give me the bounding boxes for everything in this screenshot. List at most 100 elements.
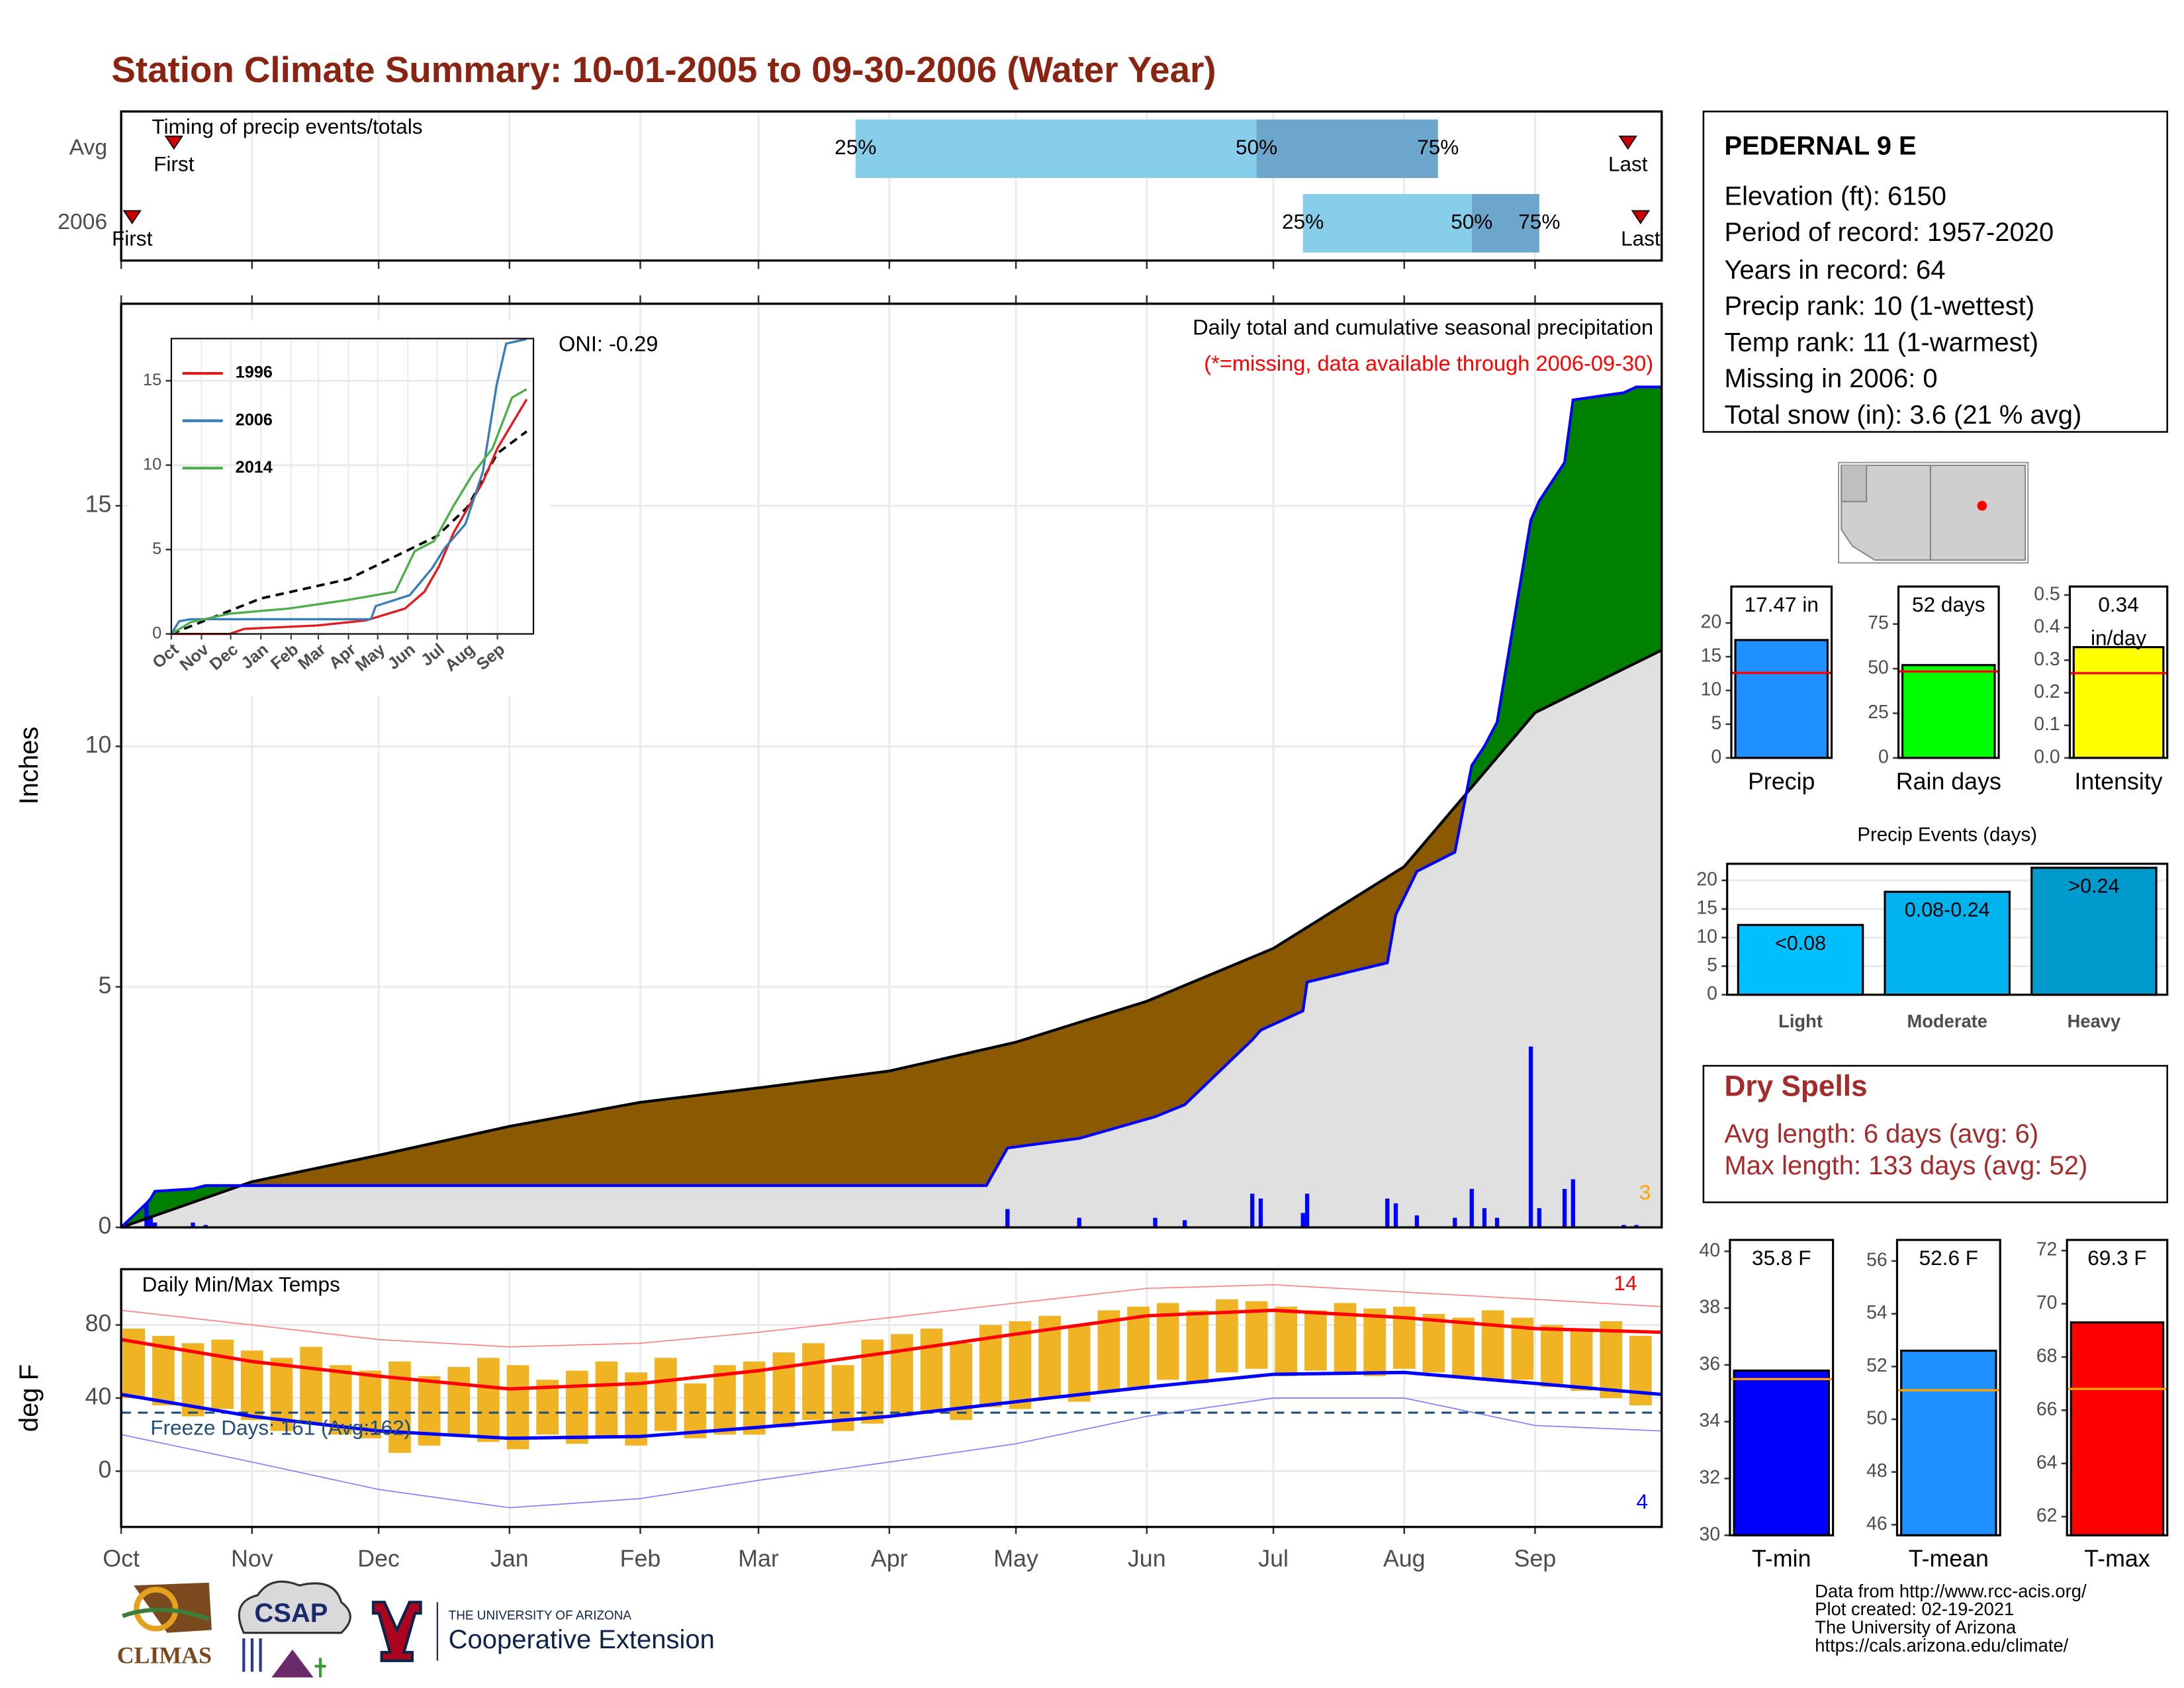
- y-tick-label: 15: [1696, 898, 1717, 919]
- value-label: 0.34 in/day: [2090, 593, 2147, 651]
- y-tick-label: 20: [1701, 612, 1722, 633]
- record-min-line: [120, 1397, 1662, 1509]
- temp-range-bar: [447, 1367, 471, 1435]
- temp-range-bar: [1600, 1321, 1623, 1398]
- x-tick-label: T-min: [1752, 1546, 1811, 1572]
- temp-range-bar: [654, 1358, 677, 1431]
- temp-range-bar: [1186, 1310, 1209, 1383]
- temp-range-bar: [920, 1329, 943, 1413]
- extension-text: Cooperative Extension: [449, 1625, 715, 1654]
- daily-bar: [1393, 1203, 1398, 1228]
- x-tick-label: Moderate: [1907, 1011, 1987, 1031]
- timing-marker: [164, 135, 184, 150]
- daily-bar: [1385, 1198, 1390, 1228]
- y-tick-label: 25: [1868, 702, 1889, 723]
- quartile-label: 25%: [1282, 210, 1324, 234]
- daily-bar: [1469, 1189, 1474, 1228]
- plot-border: [1730, 585, 1833, 759]
- bar: [1900, 1349, 1997, 1536]
- x-tick-label: Jun: [1128, 1546, 1166, 1572]
- plot-border: [1897, 585, 2000, 759]
- temp-range-bar: [1570, 1329, 1593, 1391]
- y-tick-label: 5: [152, 539, 161, 558]
- y-tick-label: 0: [152, 624, 161, 642]
- x-tick-label: Jan: [490, 1546, 529, 1572]
- panel-title: Daily Min/Max Temps: [142, 1272, 340, 1296]
- panel-title: Timing of precip events/totals: [152, 115, 422, 138]
- quartile-bar: [1471, 194, 1539, 253]
- plot-border: [1729, 1239, 1835, 1536]
- series-line: [170, 388, 527, 635]
- dry-spells-box: [1702, 1064, 2169, 1203]
- y-tick-label: 0.5: [2034, 583, 2060, 604]
- value-label: 35.8 F: [1752, 1246, 1811, 1271]
- y-tick-label: 0.1: [2034, 714, 2060, 735]
- climas-text: CLIMAS: [117, 1642, 212, 1669]
- temp-range-bar: [506, 1365, 529, 1450]
- daily-bar: [1570, 1179, 1576, 1228]
- plot-border: [120, 303, 1663, 1229]
- current-line: [120, 385, 1662, 1229]
- bar: [1901, 664, 1996, 759]
- y-tick-label: 56: [1866, 1249, 1888, 1270]
- quartile-label: 75%: [1518, 210, 1560, 234]
- y-tick-label: 20: [1696, 868, 1717, 890]
- timing-label: Last: [1608, 152, 1648, 175]
- y-tick-label: 36: [1700, 1353, 1721, 1374]
- bar: [1884, 890, 2011, 996]
- y-tick-label: 0: [98, 1456, 111, 1483]
- plot-border: [170, 338, 535, 635]
- station-box: [1702, 111, 2169, 433]
- daily-bar: [148, 1215, 153, 1228]
- temp-range-bar: [477, 1358, 500, 1442]
- legend-label: 2006: [236, 410, 273, 429]
- dry-spells-title: Dry Spells: [1724, 1070, 1867, 1102]
- temp-range-bar: [1452, 1317, 1475, 1376]
- quartile-label: 25%: [835, 135, 876, 159]
- daily-bar: [1562, 1189, 1567, 1228]
- footer-line: https://cals.arizona.edu/climate/: [1815, 1635, 2068, 1656]
- x-tick-label: Intensity: [2074, 768, 2162, 794]
- y-tick-label: 66: [2036, 1399, 2058, 1420]
- bar: [1733, 1369, 1830, 1536]
- x-tick-label: Nov: [231, 1546, 273, 1572]
- daily-bar: [152, 1222, 158, 1228]
- x-tick-label: Dec: [357, 1546, 400, 1572]
- y-tick-label: 80: [85, 1310, 112, 1336]
- bin-label: <0.08: [1775, 932, 1826, 955]
- temp-range-bar: [772, 1352, 796, 1428]
- quartile-bar: [1256, 119, 1438, 178]
- oni-annotation: ONI: -0.29: [559, 332, 658, 356]
- temp-range-bar: [595, 1361, 618, 1438]
- daily-bar: [1453, 1217, 1457, 1228]
- daily-bar: [1005, 1209, 1010, 1228]
- x-tick-label: Light: [1778, 1011, 1823, 1031]
- daily-bar: [1621, 1225, 1626, 1228]
- max-count-label: 14: [1614, 1271, 1637, 1295]
- quartile-bar: [1302, 194, 1472, 253]
- x-tick-label: Aug: [1383, 1546, 1426, 1572]
- y-tick-label: 0.4: [2034, 616, 2060, 637]
- timing-marker: [1618, 135, 1637, 150]
- timing-marker: [1631, 210, 1651, 224]
- temp-range-bar: [1629, 1336, 1652, 1406]
- y-tick-label: 0: [1707, 983, 1717, 1004]
- temp-range-bar: [1068, 1325, 1091, 1402]
- y-tick-label: 0: [98, 1213, 111, 1239]
- station-line: Years in record: 64: [1724, 256, 1945, 285]
- dry-spells-line: Max length: 133 days (avg: 52): [1724, 1151, 2087, 1180]
- y-tick-label: 0.3: [2034, 649, 2060, 670]
- value-label-box: 69.3 F: [2087, 1247, 2147, 1271]
- legend-label: 2014: [236, 458, 273, 477]
- station-line: Period of record: 1957-2020: [1724, 218, 2054, 247]
- temp-range-bar: [1481, 1310, 1504, 1380]
- x-tick-label: T-mean: [1909, 1546, 1989, 1572]
- station-line: Precip rank: 10 (1-wettest): [1724, 292, 2034, 321]
- bar: [1737, 923, 1864, 996]
- daily-bar: [1482, 1208, 1487, 1228]
- bin-label: 0.08-0.24: [1905, 899, 1990, 921]
- station-line: Elevation (ft): 6150: [1724, 181, 1946, 211]
- daily-bar: [1250, 1194, 1255, 1228]
- temp-range-bar: [802, 1343, 825, 1421]
